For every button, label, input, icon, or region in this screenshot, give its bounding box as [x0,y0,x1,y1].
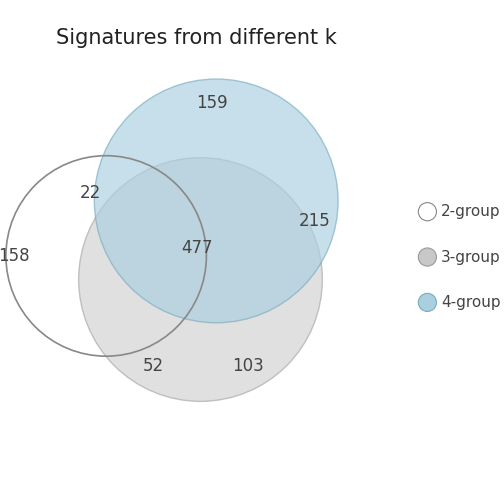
Text: 477: 477 [181,239,212,257]
Title: Signatures from different k: Signatures from different k [56,28,337,48]
Text: 215: 215 [299,212,330,229]
Circle shape [79,158,323,401]
Text: 103: 103 [232,357,264,375]
Text: 159: 159 [197,94,228,111]
Text: 22: 22 [80,184,101,202]
Circle shape [94,79,338,323]
Text: 4-group: 4-group [441,295,500,310]
Text: 158: 158 [0,247,30,265]
Text: 52: 52 [143,357,164,375]
Text: 2-group: 2-group [441,204,500,219]
Text: 3-group: 3-group [441,249,501,265]
